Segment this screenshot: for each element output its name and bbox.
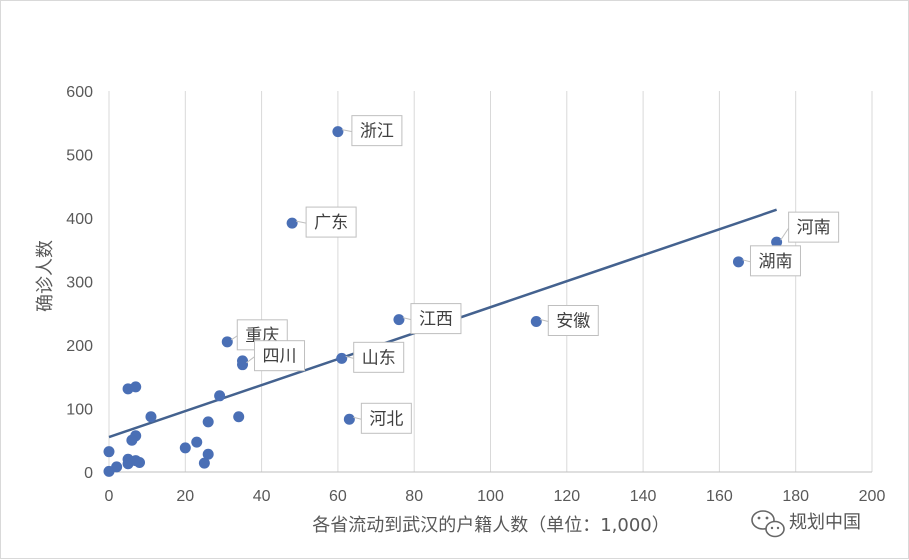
label-text: 湖南 bbox=[758, 252, 792, 272]
label-leader bbox=[345, 355, 354, 359]
data-point bbox=[103, 465, 115, 477]
x-tick-label: 180 bbox=[782, 488, 809, 505]
data-points bbox=[103, 126, 783, 477]
label-box bbox=[305, 206, 357, 238]
gridlines bbox=[184, 91, 873, 472]
data-point bbox=[202, 448, 214, 460]
x-tick-label: 120 bbox=[553, 488, 580, 505]
label-box bbox=[351, 115, 403, 147]
label-leader bbox=[742, 259, 751, 263]
label-box bbox=[254, 340, 306, 372]
label-leader bbox=[230, 335, 238, 341]
point-湖南 bbox=[732, 256, 744, 268]
data-point bbox=[130, 381, 142, 393]
label-leader bbox=[341, 129, 352, 133]
x-tick-label: 200 bbox=[859, 488, 886, 505]
data-label: 四川 bbox=[246, 340, 306, 372]
point-江西 bbox=[393, 314, 405, 326]
data-label: 湖南 bbox=[742, 245, 801, 277]
x-tick-label: 60 bbox=[329, 488, 347, 505]
y-tick-label: 200 bbox=[66, 338, 93, 355]
data-point bbox=[198, 457, 210, 469]
y-tick-label: 0 bbox=[84, 465, 93, 482]
x-tick-label: 0 bbox=[105, 488, 114, 505]
point-重庆 bbox=[221, 336, 233, 348]
point-山东 bbox=[336, 352, 348, 364]
watermark-text: 规划中国 bbox=[789, 512, 861, 533]
x-tick-label: 100 bbox=[477, 488, 504, 505]
data-point bbox=[103, 446, 115, 458]
label-box bbox=[788, 211, 840, 243]
y-tick-label: 400 bbox=[66, 211, 93, 228]
axes: 0 20 40 60 80 100 120 140 160 180 200 0 100 200 300 400… bbox=[66, 84, 885, 505]
point-广东 bbox=[286, 217, 298, 229]
label-box bbox=[749, 245, 801, 277]
x-tick-label: 20 bbox=[176, 488, 194, 505]
wechat-icon bbox=[751, 510, 785, 538]
label-leader bbox=[353, 416, 362, 420]
data-label: 安徽 bbox=[540, 305, 599, 337]
label-text: 河北 bbox=[369, 409, 403, 429]
data-point bbox=[237, 355, 249, 367]
label-box bbox=[547, 305, 599, 337]
x-axis-title: 各省流动到武汉的户籍人数（单位：1,000） bbox=[312, 515, 670, 536]
data-point bbox=[126, 434, 138, 446]
data-point bbox=[233, 411, 245, 423]
x-tick-label: 40 bbox=[253, 488, 271, 505]
data-label: 山东 bbox=[345, 341, 405, 373]
data-label: 河南 bbox=[780, 211, 840, 243]
label-leader bbox=[780, 227, 790, 241]
data-point bbox=[214, 390, 226, 402]
label-box bbox=[353, 341, 405, 373]
data-point bbox=[202, 416, 214, 428]
data-label: 广东 bbox=[296, 206, 357, 238]
y-tick-label: 100 bbox=[66, 402, 93, 419]
label-box bbox=[360, 402, 412, 434]
x-tick-label: 80 bbox=[405, 488, 423, 505]
label-text: 安徽 bbox=[556, 312, 590, 332]
point-河北 bbox=[343, 413, 355, 425]
label-text: 广东 bbox=[314, 213, 348, 233]
data-label: 浙江 bbox=[341, 115, 403, 147]
data-label: 江西 bbox=[402, 303, 462, 335]
y-axis-title: 确诊人数 bbox=[35, 240, 56, 312]
label-leader bbox=[246, 356, 255, 364]
x-tick-label: 140 bbox=[630, 488, 657, 505]
label-text: 四川 bbox=[263, 347, 297, 367]
point-安徽 bbox=[530, 316, 542, 328]
label-leader bbox=[540, 319, 549, 322]
data-point bbox=[191, 436, 203, 448]
point-浙江 bbox=[332, 126, 344, 138]
label-text: 江西 bbox=[419, 310, 453, 330]
data-label: 河北 bbox=[353, 402, 412, 434]
label-leader bbox=[296, 220, 307, 224]
y-tick-label: 600 bbox=[66, 84, 93, 101]
data-point bbox=[145, 411, 157, 423]
label-text: 浙江 bbox=[360, 122, 394, 142]
label-text: 河南 bbox=[797, 218, 831, 238]
y-tick-label: 500 bbox=[66, 148, 93, 165]
label-box bbox=[410, 303, 462, 335]
label-text: 山东 bbox=[362, 348, 396, 368]
point-河南 bbox=[771, 236, 783, 248]
data-point bbox=[179, 442, 191, 454]
y-tick-label: 300 bbox=[66, 275, 93, 292]
x-tick-label: 160 bbox=[706, 488, 733, 505]
data-point bbox=[134, 456, 146, 468]
watermark: 规划中国 bbox=[751, 510, 861, 538]
label-leader bbox=[402, 317, 412, 321]
